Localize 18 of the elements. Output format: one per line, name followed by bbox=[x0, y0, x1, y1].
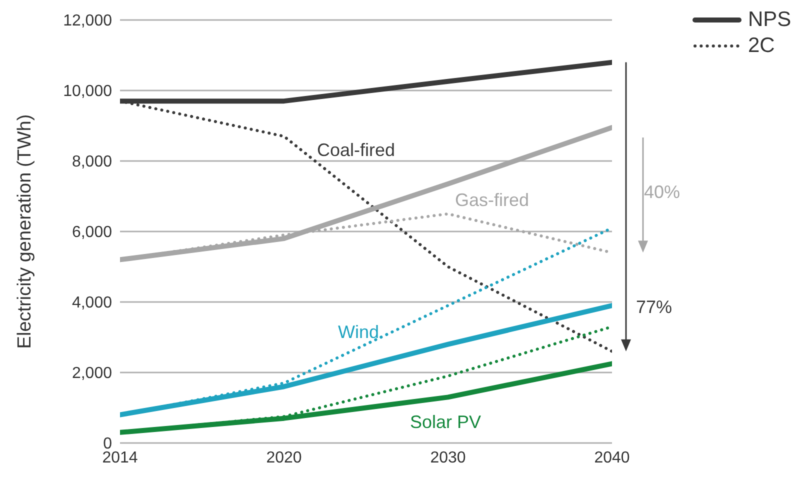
x-tick-label: 2030 bbox=[430, 449, 466, 466]
y-tick-label: 6,000 bbox=[72, 224, 112, 242]
annotation: Gas-fired bbox=[455, 190, 530, 210]
x-tick-label: 2040 bbox=[594, 449, 630, 466]
annotation: Solar PV bbox=[410, 412, 482, 432]
text: 40% bbox=[644, 182, 680, 202]
y-tick-label: 12,000 bbox=[63, 12, 112, 30]
y-tick-label: 8,000 bbox=[72, 154, 112, 171]
annotation: Wind bbox=[338, 322, 380, 342]
text: 77% bbox=[636, 297, 672, 317]
x-tick-label: 2020 bbox=[266, 449, 302, 466]
legend-label: NPS bbox=[748, 8, 792, 32]
y-tick-label: 4,000 bbox=[72, 294, 112, 312]
y-tick-label: 10,000 bbox=[63, 83, 112, 100]
legend-label: 2C bbox=[748, 34, 776, 58]
y-tick-label: 2,000 bbox=[72, 365, 112, 382]
y-axis-title: Electricity generation (TWh) bbox=[14, 114, 36, 349]
annotation: Coal-fired bbox=[317, 140, 396, 160]
